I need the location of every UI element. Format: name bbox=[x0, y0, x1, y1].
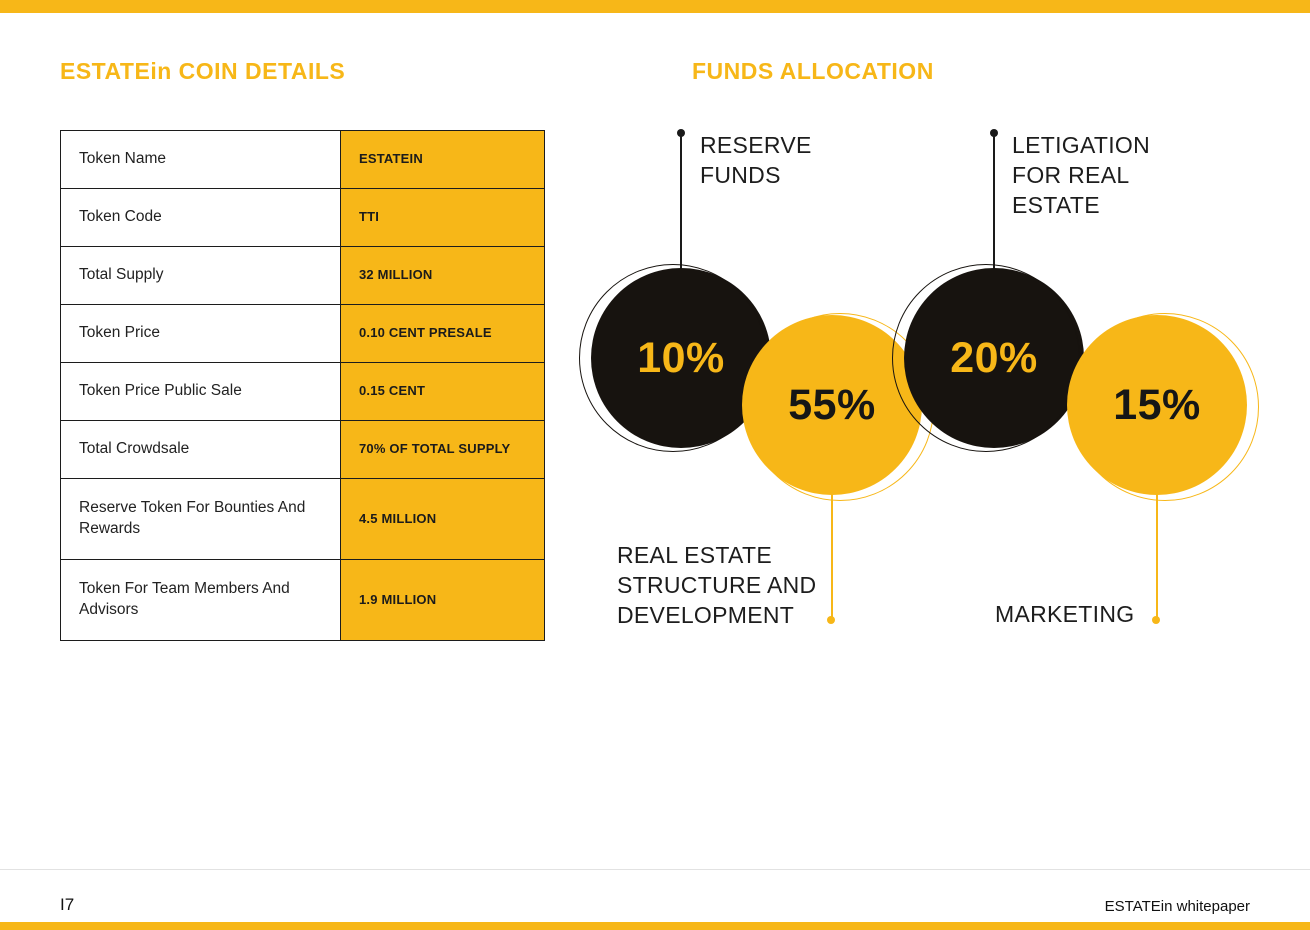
connector-line bbox=[1156, 490, 1158, 620]
row-value: 4.5 MILLION bbox=[341, 479, 544, 559]
row-value: 70% OF TOTAL SUPPLY bbox=[341, 421, 544, 478]
row-label: Token Name bbox=[61, 131, 341, 188]
allocation-label-real-estate: REAL ESTATE STRUCTURE AND DEVELOPMENT bbox=[617, 542, 817, 628]
row-label: Total Supply bbox=[61, 247, 341, 304]
allocation-circle-reserve-funds: 10% bbox=[579, 264, 771, 452]
connector-dot bbox=[990, 129, 998, 137]
allocation-circle-real-estate: 55% bbox=[742, 313, 934, 501]
row-label: Total Crowdsale bbox=[61, 421, 341, 478]
row-value: ESTATEIN bbox=[341, 131, 544, 188]
table-row: Total Supply 32 MILLION bbox=[61, 247, 544, 305]
row-label: Token Price Public Sale bbox=[61, 363, 341, 420]
row-value: 0.10 CENT PRESALE bbox=[341, 305, 544, 362]
table-row: Token Price 0.10 CENT PRESALE bbox=[61, 305, 544, 363]
footer-whitepaper-label: ESTATEin whitepaper bbox=[1104, 898, 1250, 915]
allocation-percent: 15% bbox=[1113, 380, 1201, 429]
connector-dot bbox=[827, 616, 835, 624]
allocation-percent: 20% bbox=[950, 333, 1038, 382]
allocation-circle-marketing: 15% bbox=[1067, 313, 1259, 501]
connector-line bbox=[993, 133, 995, 283]
top-accent-bar bbox=[0, 0, 1310, 13]
connector-line bbox=[831, 490, 833, 620]
allocation-circle-letigation: 20% bbox=[892, 264, 1084, 452]
row-label: Token Price bbox=[61, 305, 341, 362]
connector-dot bbox=[677, 129, 685, 137]
allocation-percent: 10% bbox=[637, 333, 725, 382]
page-number: I7 bbox=[60, 895, 75, 914]
row-label: Token For Team Members And Advisors bbox=[61, 560, 341, 640]
coin-details-table: Token Name ESTATEIN Token Code TTI Total… bbox=[60, 130, 545, 641]
funds-allocation-title: FUNDS ALLOCATION bbox=[692, 58, 934, 84]
row-value: 0.15 CENT bbox=[341, 363, 544, 420]
table-row: Token Code TTI bbox=[61, 189, 544, 247]
allocation-label-reserve-funds: RESERVE FUNDS bbox=[700, 132, 812, 188]
row-value: TTI bbox=[341, 189, 544, 246]
bottom-accent-bar bbox=[0, 922, 1310, 930]
allocation-label-letigation: LETIGATION FOR REAL ESTATE bbox=[1012, 132, 1151, 218]
allocation-label-marketing: MARKETING bbox=[995, 601, 1135, 627]
table-row: Reserve Token For Bounties And Rewards 4… bbox=[61, 479, 544, 560]
table-row: Token For Team Members And Advisors 1.9 … bbox=[61, 560, 544, 640]
coin-details-title: ESTATEin COIN DETAILS bbox=[60, 58, 346, 84]
connector-dot bbox=[1152, 616, 1160, 624]
row-value: 32 MILLION bbox=[341, 247, 544, 304]
connector-line bbox=[680, 133, 682, 283]
table-row: Token Name ESTATEIN bbox=[61, 131, 544, 189]
row-label: Token Code bbox=[61, 189, 341, 246]
row-label: Reserve Token For Bounties And Rewards bbox=[61, 479, 341, 559]
allocation-percent: 55% bbox=[788, 380, 876, 429]
table-row: Token Price Public Sale 0.15 CENT bbox=[61, 363, 544, 421]
table-row: Total Crowdsale 70% OF TOTAL SUPPLY bbox=[61, 421, 544, 479]
row-value: 1.9 MILLION bbox=[341, 560, 544, 640]
footer-divider bbox=[0, 869, 1310, 870]
